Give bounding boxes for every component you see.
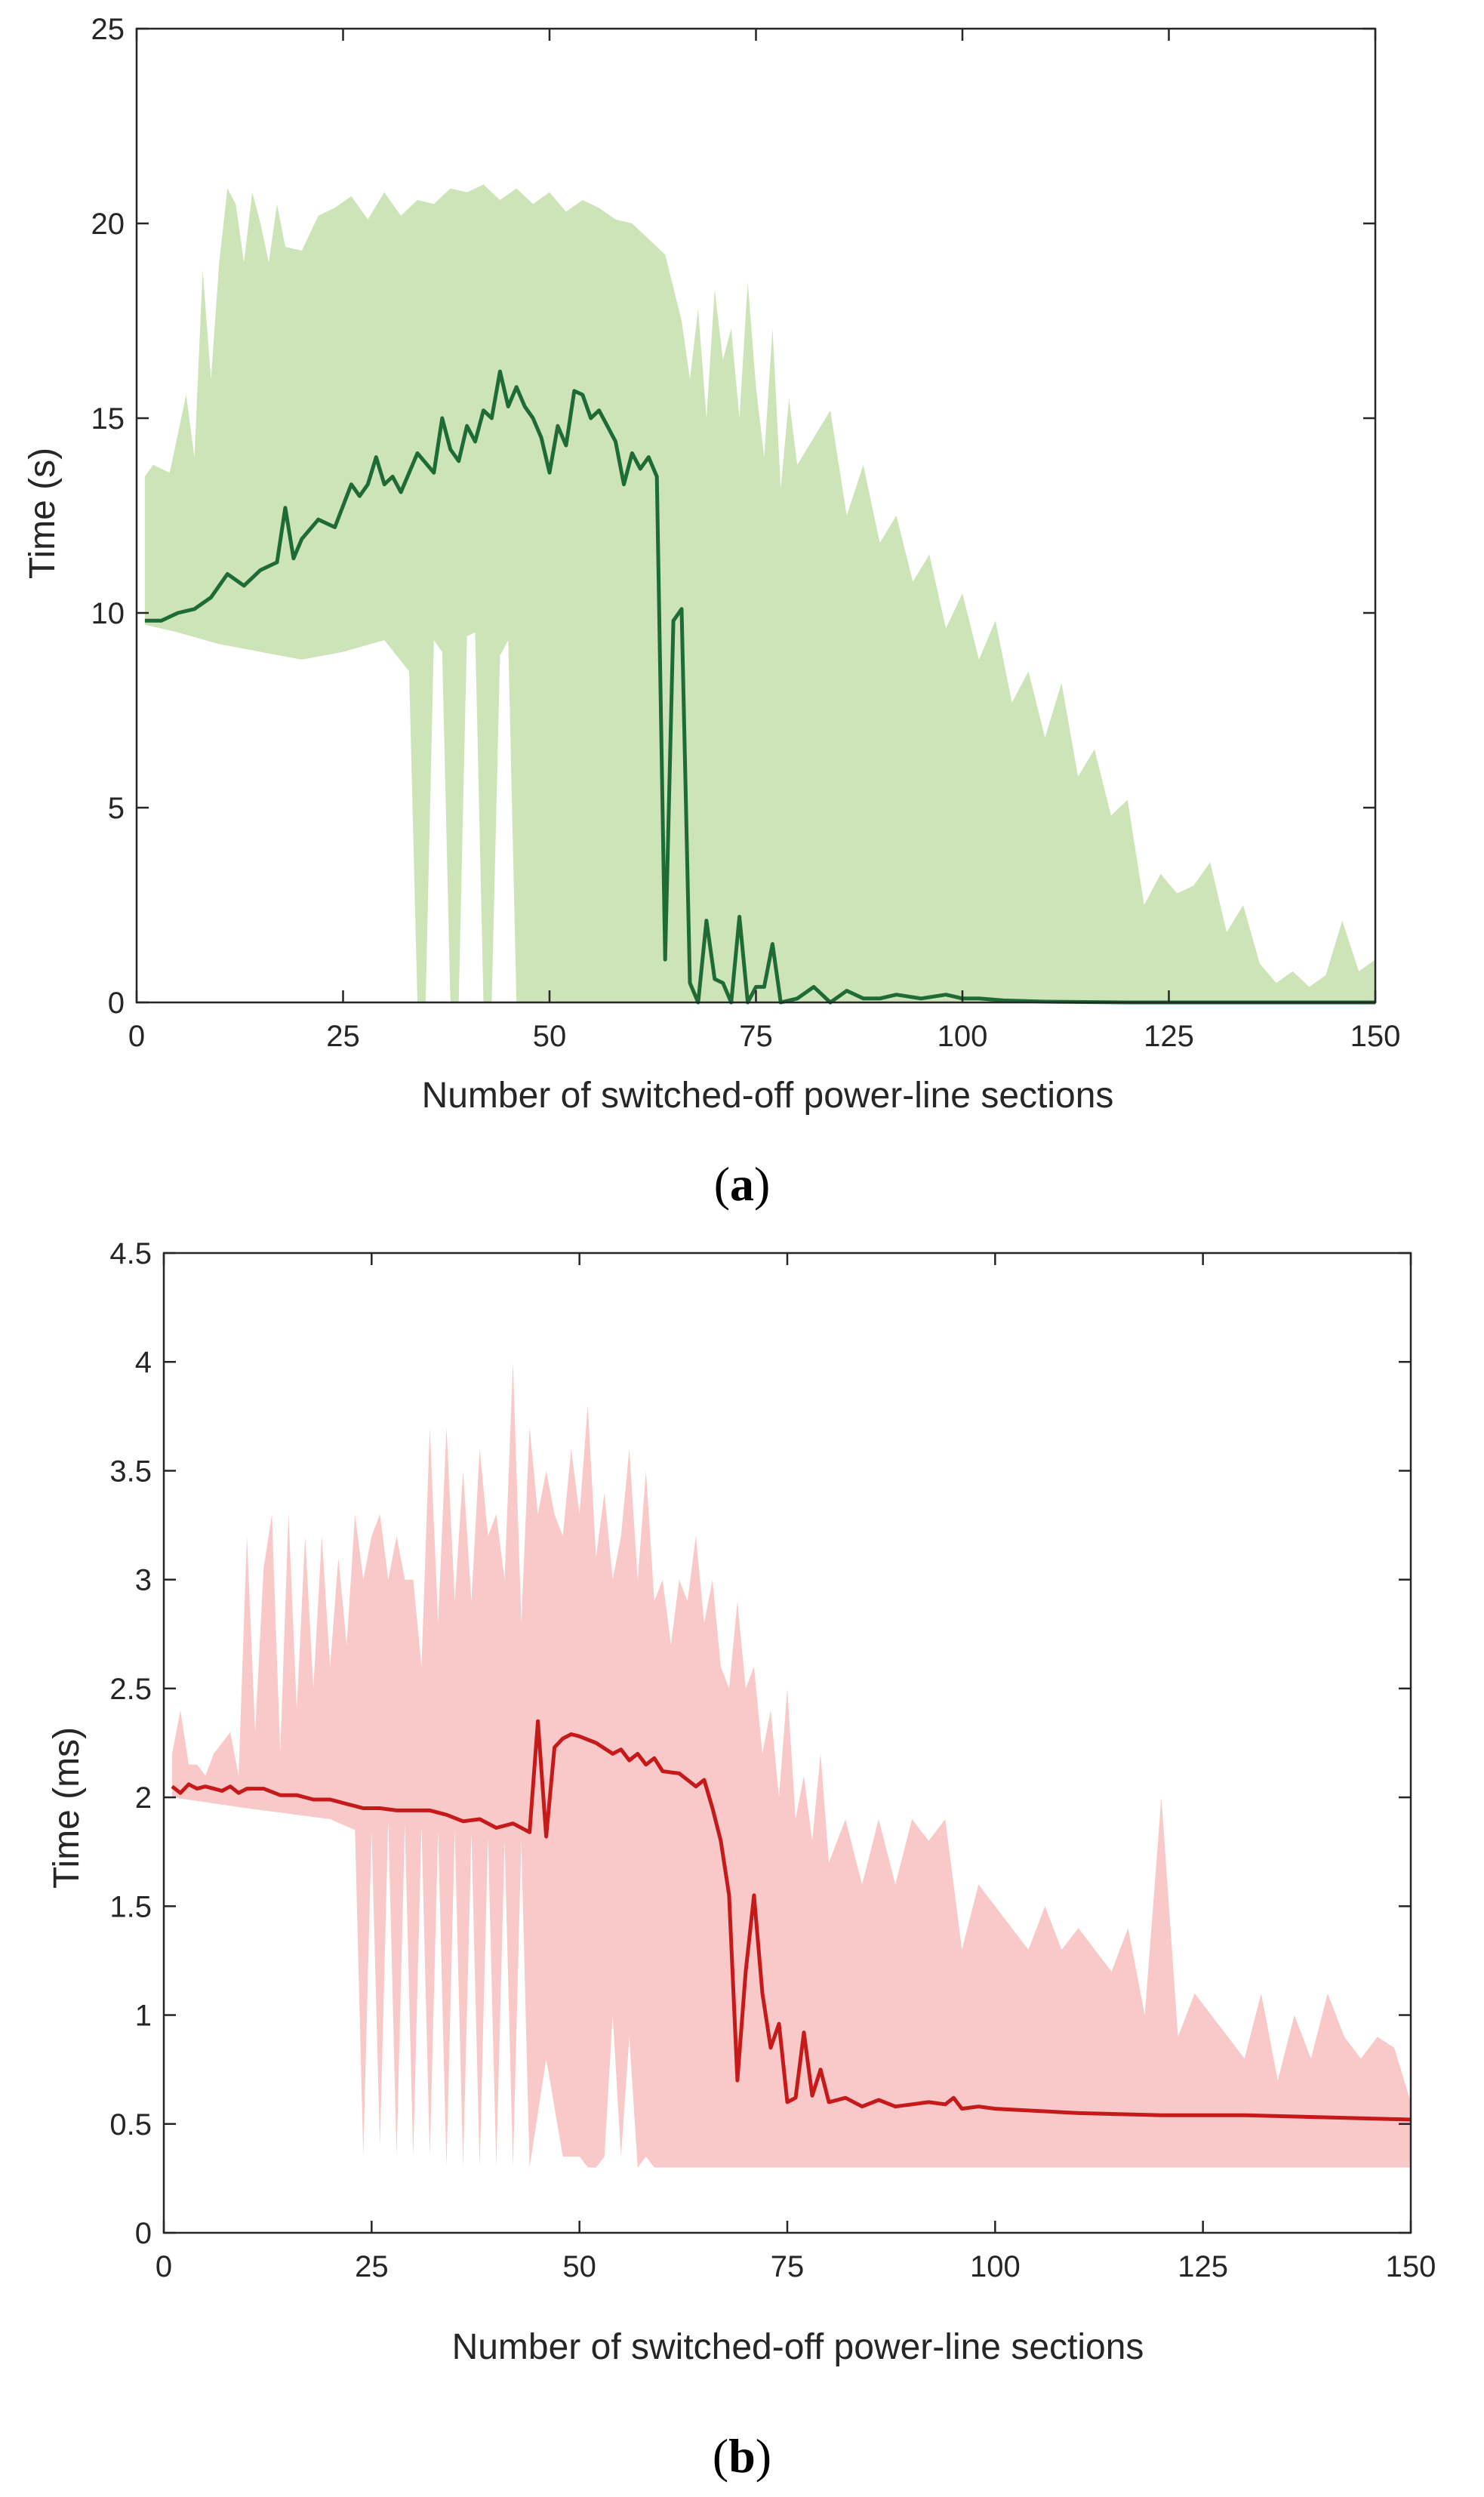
- chart-b-panel-label: (b): [713, 2429, 771, 2483]
- chart-b-ytick-label: 0: [135, 2217, 152, 2250]
- chart-a-ytick-label: 5: [108, 792, 125, 825]
- chart-b-ytick-label: 1: [135, 2000, 152, 2033]
- chart-b-ytick-label: 3: [135, 1564, 152, 1597]
- chart-b-xtick-label: 25: [355, 2250, 389, 2283]
- chart-b-ytick-label: 2: [135, 1781, 152, 1815]
- chart-b-ytick-label: 3.5: [109, 1455, 152, 1488]
- chart-a-ytick-label: 20: [91, 208, 125, 241]
- chart-b-ytick-label: 4: [135, 1346, 152, 1379]
- chart-b-xtick-label: 150: [1386, 2250, 1436, 2283]
- chart-a-ytick-label: 25: [91, 13, 125, 46]
- chart-a-xlabel: Number of switched-off power-line sectio…: [422, 1076, 1114, 1116]
- chart-b-ytick-label: 0.5: [109, 2108, 152, 2141]
- chart-a-ytick-label: 0: [108, 987, 125, 1020]
- chart-b-xlabel: Number of switched-off power-line sectio…: [452, 2327, 1144, 2367]
- chart-a-xtick-label: 75: [739, 1020, 773, 1053]
- chart-a-xtick-label: 50: [533, 1020, 567, 1053]
- chart-a-xtick-label: 150: [1350, 1020, 1401, 1053]
- chart-a-xtick-label: 125: [1144, 1020, 1194, 1053]
- chart-a-ylabel: Time (s): [23, 448, 63, 579]
- chart-a-band: [144, 184, 1375, 1002]
- chart-a-xtick-label: 25: [326, 1020, 360, 1053]
- chart-b-xtick-label: 50: [562, 2250, 596, 2283]
- chart-b-xtick-label: 75: [771, 2250, 805, 2283]
- chart-b-xtick-label: 125: [1178, 2250, 1228, 2283]
- chart-b-ytick-label: 4.5: [109, 1237, 152, 1270]
- chart-a-panel-label: (a): [714, 1157, 771, 1211]
- chart-b-xtick-label: 0: [155, 2250, 172, 2283]
- chart-b: Number of switched-off power-line sectio…: [47, 1237, 1436, 2483]
- chart-b-band: [172, 1362, 1411, 2168]
- chart-a-xtick-label: 0: [128, 1020, 145, 1053]
- chart-b-mean-line: [171, 1719, 1412, 2122]
- chart-a-ytick-label: 10: [91, 597, 125, 630]
- chart-a: Number of switched-off power-line sectio…: [23, 13, 1400, 1211]
- chart-b-ytick-label: 1.5: [109, 1890, 152, 1923]
- chart-b-ytick-label: 2.5: [109, 1673, 152, 1706]
- chart-a-xtick-label: 100: [938, 1020, 988, 1053]
- chart-a-ytick-label: 15: [91, 402, 125, 436]
- chart-b-ylabel: Time (ms): [47, 1727, 87, 1889]
- chart-a-mean-line: [144, 369, 1375, 1005]
- chart-b-xtick-label: 100: [970, 2250, 1021, 2283]
